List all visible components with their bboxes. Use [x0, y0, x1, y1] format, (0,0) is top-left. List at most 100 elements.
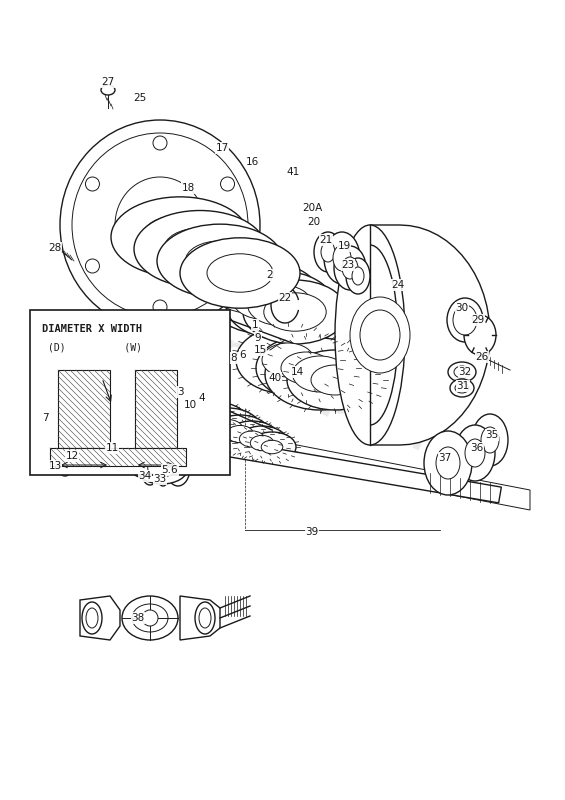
Ellipse shape	[436, 447, 460, 479]
Ellipse shape	[220, 259, 234, 273]
Ellipse shape	[248, 432, 296, 462]
Ellipse shape	[232, 276, 298, 319]
Ellipse shape	[153, 300, 167, 314]
Text: 4: 4	[199, 393, 205, 403]
Text: 28: 28	[49, 243, 62, 253]
Text: 15: 15	[253, 345, 267, 355]
Text: 37: 37	[438, 453, 451, 463]
Text: 29: 29	[471, 315, 485, 325]
Ellipse shape	[262, 343, 314, 377]
FancyBboxPatch shape	[58, 370, 110, 448]
Ellipse shape	[180, 238, 300, 308]
Ellipse shape	[293, 356, 347, 392]
Ellipse shape	[134, 210, 266, 287]
Ellipse shape	[448, 362, 476, 382]
Ellipse shape	[243, 280, 347, 344]
Ellipse shape	[454, 366, 470, 378]
Ellipse shape	[287, 350, 383, 410]
Ellipse shape	[132, 604, 168, 632]
Ellipse shape	[168, 431, 188, 463]
Ellipse shape	[171, 457, 185, 479]
Ellipse shape	[360, 310, 400, 360]
Ellipse shape	[168, 398, 232, 438]
Ellipse shape	[350, 297, 410, 373]
Ellipse shape	[447, 298, 483, 342]
Ellipse shape	[164, 228, 236, 270]
Text: 3: 3	[177, 387, 183, 397]
Ellipse shape	[111, 197, 249, 277]
Ellipse shape	[334, 246, 366, 290]
Ellipse shape	[210, 415, 270, 453]
Polygon shape	[80, 596, 120, 640]
Polygon shape	[90, 405, 530, 510]
Ellipse shape	[207, 254, 273, 292]
Text: (D)          (W): (D) (W)	[48, 342, 142, 352]
Ellipse shape	[127, 446, 181, 480]
Text: 23: 23	[341, 260, 355, 270]
Ellipse shape	[450, 379, 474, 397]
Ellipse shape	[311, 365, 359, 395]
Ellipse shape	[314, 232, 342, 272]
Ellipse shape	[199, 414, 231, 434]
Ellipse shape	[101, 85, 115, 95]
Text: 5.6: 5.6	[162, 465, 179, 475]
Ellipse shape	[75, 444, 89, 466]
Ellipse shape	[166, 450, 190, 486]
Ellipse shape	[122, 596, 178, 640]
Ellipse shape	[109, 434, 167, 472]
Ellipse shape	[335, 225, 405, 445]
Polygon shape	[370, 225, 490, 445]
Ellipse shape	[346, 258, 370, 294]
Ellipse shape	[147, 459, 176, 477]
Ellipse shape	[185, 241, 255, 281]
Ellipse shape	[194, 256, 266, 304]
Ellipse shape	[265, 338, 375, 410]
Text: 17: 17	[215, 143, 229, 153]
Text: 13: 13	[49, 461, 62, 471]
Text: 40: 40	[268, 373, 281, 383]
Ellipse shape	[139, 454, 169, 472]
Text: 32: 32	[458, 367, 472, 377]
Ellipse shape	[85, 177, 99, 191]
Ellipse shape	[85, 259, 99, 273]
Ellipse shape	[82, 602, 102, 634]
Ellipse shape	[114, 437, 146, 459]
Text: 31: 31	[457, 381, 470, 391]
Ellipse shape	[86, 608, 98, 628]
FancyBboxPatch shape	[30, 310, 230, 475]
Ellipse shape	[153, 136, 167, 150]
Text: 26: 26	[475, 352, 489, 362]
Ellipse shape	[195, 408, 261, 450]
Ellipse shape	[250, 435, 273, 450]
Ellipse shape	[185, 409, 214, 427]
Text: 24: 24	[392, 280, 405, 290]
Ellipse shape	[120, 202, 199, 248]
Polygon shape	[177, 432, 501, 503]
Text: 21: 21	[319, 235, 333, 245]
Text: 30: 30	[455, 303, 468, 313]
Ellipse shape	[190, 252, 306, 328]
Ellipse shape	[281, 352, 331, 384]
Ellipse shape	[424, 431, 472, 495]
Text: 8: 8	[231, 353, 237, 363]
Ellipse shape	[236, 326, 340, 394]
Ellipse shape	[455, 383, 469, 393]
Ellipse shape	[88, 183, 232, 266]
Ellipse shape	[227, 426, 254, 442]
Ellipse shape	[226, 271, 334, 339]
Text: 16: 16	[245, 157, 259, 167]
Text: 27: 27	[101, 77, 115, 87]
Ellipse shape	[199, 608, 211, 628]
Ellipse shape	[472, 414, 508, 466]
Text: 14: 14	[290, 367, 303, 377]
Ellipse shape	[72, 133, 248, 317]
Ellipse shape	[60, 454, 70, 470]
Ellipse shape	[100, 428, 160, 468]
Ellipse shape	[324, 232, 360, 284]
Ellipse shape	[481, 427, 499, 453]
Ellipse shape	[465, 439, 485, 467]
Text: 19: 19	[337, 241, 351, 251]
Text: 39: 39	[305, 527, 319, 537]
Ellipse shape	[213, 267, 283, 313]
Ellipse shape	[333, 245, 351, 271]
